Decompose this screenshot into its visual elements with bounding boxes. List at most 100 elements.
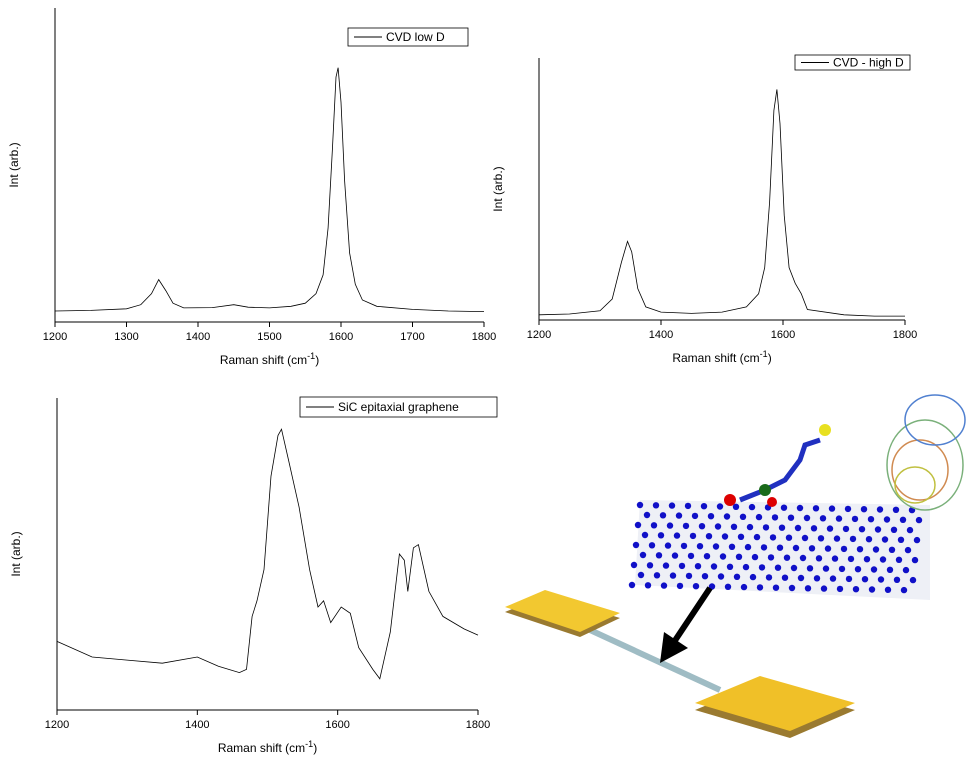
atom (759, 484, 771, 496)
legend-label: CVD low D (386, 30, 445, 44)
carbon-atom (914, 537, 920, 543)
pad-right (695, 676, 855, 731)
carbon-atom (690, 533, 696, 539)
carbon-atom (818, 535, 824, 541)
carbon-atom (665, 542, 671, 548)
carbon-atom (734, 574, 740, 580)
carbon-atom (903, 567, 909, 573)
carbon-atom (756, 514, 762, 520)
carbon-atom (811, 525, 817, 531)
x-tick-label: 1800 (472, 331, 496, 343)
x-axis-title: Raman shift (cm-1) (220, 351, 319, 367)
carbon-atom (713, 543, 719, 549)
carbon-atom (708, 513, 714, 519)
carbon-atom (816, 555, 822, 561)
x-tick-label: 1600 (771, 329, 795, 341)
x-axis-title-part: Raman shift (cm (672, 351, 759, 365)
x-tick-label: 1500 (257, 331, 281, 343)
carbon-atom (866, 536, 872, 542)
carbon-atom (725, 584, 731, 590)
carbon-atom (898, 537, 904, 543)
carbon-atom (843, 526, 849, 532)
carbon-atom (741, 584, 747, 590)
carbon-atom (853, 586, 859, 592)
arrow (672, 588, 710, 645)
carbon-atom (711, 563, 717, 569)
carbon-atom (757, 584, 763, 590)
y-axis-title: Int (arb.) (7, 142, 21, 187)
carbon-atom (674, 532, 680, 538)
carbon-atom (910, 577, 916, 583)
carbon-atom (635, 522, 641, 528)
carbon-atom (717, 503, 723, 509)
carbon-atom (797, 505, 803, 511)
carbon-atom (825, 545, 831, 551)
carbon-atom (786, 535, 792, 541)
carbon-atom (715, 523, 721, 529)
carbon-atom (743, 564, 749, 570)
carbon-atom (761, 544, 767, 550)
carbon-atom (777, 545, 783, 551)
carbon-atom (667, 522, 673, 528)
carbon-atom (736, 554, 742, 560)
carbon-atom (820, 515, 826, 521)
carbon-atom (669, 502, 675, 508)
carbon-atom (800, 555, 806, 561)
carbon-atom (848, 556, 854, 562)
carbon-atom (862, 576, 868, 582)
carbon-atom (688, 553, 694, 559)
x-tick-label: 1200 (45, 719, 69, 731)
carbon-atom (784, 555, 790, 561)
carbon-atom (832, 555, 838, 561)
carbon-atom (651, 522, 657, 528)
carbon-atom (834, 535, 840, 541)
carbon-atom (629, 582, 635, 588)
carbon-atom (877, 506, 883, 512)
carbon-atom (830, 575, 836, 581)
channel (590, 630, 720, 690)
carbon-atom (670, 572, 676, 578)
y-axis-title: Int (arb.) (491, 166, 505, 211)
carbon-atom (882, 536, 888, 542)
carbon-atom (793, 545, 799, 551)
carbon-atom (791, 565, 797, 571)
carbon-atom (823, 565, 829, 571)
carbon-atom (868, 516, 874, 522)
x-axis-title-part: Raman shift (cm (220, 353, 307, 367)
carbon-atom (905, 547, 911, 553)
carbon-atom (701, 503, 707, 509)
carbon-atom (644, 512, 650, 518)
carbon-atom (775, 565, 781, 571)
carbon-atom (697, 543, 703, 549)
legend-label: SiC epitaxial graphene (338, 400, 459, 414)
carbon-atom (875, 526, 881, 532)
carbon-atom (855, 566, 861, 572)
carbon-atom (640, 552, 646, 558)
carbon-atom (681, 543, 687, 549)
carbon-atom (672, 552, 678, 558)
carbon-atom (802, 535, 808, 541)
carbon-atom (814, 575, 820, 581)
carbon-atom (686, 573, 692, 579)
carbon-atom (647, 562, 653, 568)
carbon-atom (763, 524, 769, 530)
carbon-atom (846, 576, 852, 582)
carbon-atom (631, 562, 637, 568)
protein (887, 395, 965, 510)
carbon-atom (768, 554, 774, 560)
carbon-atom (813, 505, 819, 511)
carbon-atom (896, 557, 902, 563)
carbon-atom (645, 582, 651, 588)
carbon-atom (807, 565, 813, 571)
x-tick-label: 1700 (400, 331, 424, 343)
atom (724, 494, 736, 506)
carbon-atom (859, 526, 865, 532)
carbon-atom (653, 502, 659, 508)
x-tick-label: 1400 (185, 719, 209, 731)
carbon-atom (871, 566, 877, 572)
carbon-atom (916, 517, 922, 523)
carbon-atom (638, 572, 644, 578)
carbon-atom (661, 582, 667, 588)
carbon-atom (724, 513, 730, 519)
x-axis-title-sup: -1 (760, 349, 768, 359)
